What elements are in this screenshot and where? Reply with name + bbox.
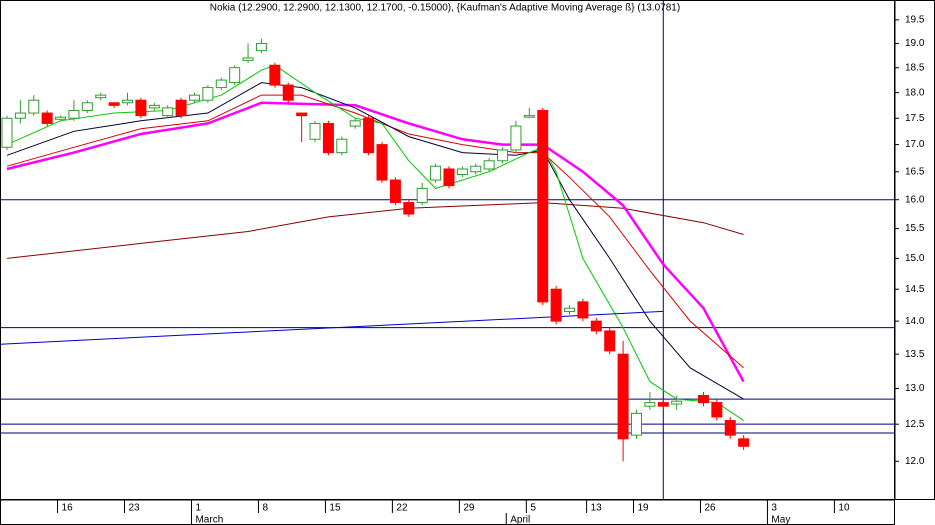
x-tick-label: 26	[704, 503, 716, 514]
y-tick-label: 16.5	[905, 166, 925, 177]
candle-body	[148, 104, 160, 109]
candle-body	[215, 79, 227, 89]
candle-body	[14, 112, 26, 119]
candle-body	[1, 117, 13, 148]
x-tick-label: 3	[771, 503, 777, 514]
y-tick-label: 13.0	[905, 383, 925, 394]
y-tick-label: 12.5	[905, 419, 925, 430]
candle-body	[309, 122, 321, 140]
date-axis	[0, 499, 895, 525]
y-tick-label: 14.5	[905, 284, 925, 295]
candle-body	[697, 395, 709, 404]
candle-body	[564, 307, 576, 312]
price-axis	[894, 0, 935, 500]
candle-body	[644, 402, 656, 407]
candle-body	[537, 109, 549, 303]
candle-body	[202, 87, 214, 101]
candle-body	[657, 402, 669, 407]
moving-average	[6, 94, 744, 369]
chart-title: Nokia (12.2900, 12.2900, 12.1300, 12.170…	[210, 3, 680, 14]
candle-body	[671, 400, 683, 405]
x-tick-label: 10	[838, 503, 850, 514]
candle-body	[349, 120, 361, 127]
candle-body	[28, 99, 40, 114]
moving-average	[6, 82, 744, 400]
candle-body	[510, 125, 522, 151]
y-tick-label: 15.0	[905, 253, 925, 264]
candle-body	[724, 420, 736, 436]
candle-body	[577, 301, 589, 319]
candle-body	[711, 402, 723, 418]
candle-body	[416, 187, 428, 204]
y-tick-label: 19.5	[905, 14, 925, 25]
x-tick-label: 13	[591, 503, 603, 514]
x-tick-label: 1	[195, 503, 201, 514]
candle-body	[523, 115, 535, 118]
candle-body	[456, 168, 468, 175]
x-tick-label: 19	[637, 503, 649, 514]
candle-body	[403, 202, 415, 215]
month-label: May	[771, 515, 790, 525]
candle-body	[617, 353, 629, 440]
candle-body	[363, 117, 375, 154]
candle-body	[175, 99, 187, 117]
x-tick-label: 16	[62, 503, 74, 514]
plot-frame	[0, 0, 895, 500]
moving-average	[6, 64, 744, 422]
x-tick-label: 5	[530, 503, 536, 514]
x-tick-label: 29	[463, 503, 475, 514]
candle-body	[229, 67, 241, 84]
y-tick-label: 14.0	[905, 316, 925, 327]
candle-body	[282, 84, 294, 101]
x-tick-label: 8	[262, 503, 268, 514]
candle-body	[95, 94, 107, 99]
candle-body	[389, 179, 401, 204]
candle-body	[55, 116, 67, 120]
x-tick-label: 15	[329, 503, 341, 514]
candle-body	[430, 165, 442, 181]
candle-body	[188, 94, 200, 101]
candle-body	[41, 112, 53, 124]
y-tick-label: 17.0	[905, 139, 925, 150]
candle-body	[376, 144, 388, 181]
candle-body	[322, 122, 334, 154]
x-tick-label: 22	[396, 503, 408, 514]
candle-body	[135, 99, 147, 117]
candle-body	[108, 102, 120, 106]
y-tick-label: 16.0	[905, 194, 925, 205]
candle-body	[630, 412, 642, 436]
candle-body	[296, 112, 308, 117]
month-label: March	[195, 515, 223, 525]
candle-body	[470, 165, 482, 173]
y-tick-label: 19.0	[905, 38, 925, 49]
y-tick-label: 15.5	[905, 223, 925, 234]
candle-body	[336, 138, 348, 154]
candle-body	[590, 320, 602, 332]
candle-body	[68, 109, 80, 119]
y-tick-label: 18.0	[905, 87, 925, 98]
month-label: April	[510, 515, 530, 525]
x-tick-label: 23	[129, 503, 141, 514]
candle-body	[550, 288, 562, 322]
candle-body	[604, 330, 616, 352]
candle-body	[738, 438, 750, 447]
y-tick-label: 17.5	[905, 113, 925, 124]
candle-body	[122, 99, 134, 104]
candle-body	[242, 57, 254, 61]
candle-body	[497, 149, 509, 162]
candle-body	[269, 64, 281, 86]
candle-body	[443, 168, 455, 187]
candle-body	[483, 160, 495, 170]
y-tick-label: 12.0	[905, 456, 925, 467]
y-tick-label: 18.5	[905, 62, 925, 73]
candle-body	[255, 42, 267, 52]
moving-average	[6, 101, 745, 383]
y-tick-label: 13.5	[905, 349, 925, 360]
candle-body	[81, 102, 93, 111]
candle-body	[162, 107, 174, 117]
